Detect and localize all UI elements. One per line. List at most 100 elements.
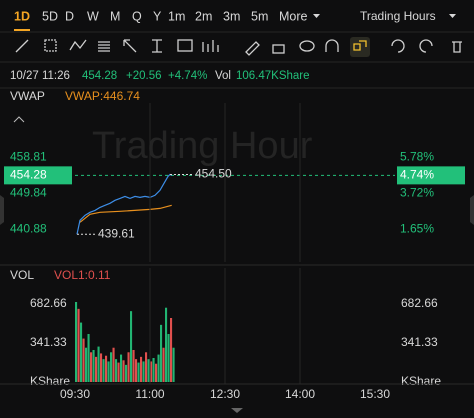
price-chart: 458.81 449.84 440.88 5.78% 3.72% 1.65% 454.28 4… bbox=[4, 149, 465, 240]
volume-bar bbox=[85, 347, 88, 382]
timeframe-tab[interactable]: 1m bbox=[168, 9, 185, 23]
bottom-handle[interactable] bbox=[231, 408, 243, 413]
timeframe-tab[interactable]: More bbox=[279, 9, 308, 23]
label-tool[interactable] bbox=[177, 39, 193, 52]
volume-bar bbox=[102, 359, 105, 382]
volume-bar bbox=[145, 352, 148, 382]
quote-change: +20.56 bbox=[126, 70, 162, 82]
y2-tick-label: 682.66 bbox=[401, 296, 438, 310]
delete[interactable] bbox=[452, 41, 462, 53]
y-tick-label: KShare bbox=[30, 374, 70, 388]
rect-tool[interactable] bbox=[44, 39, 57, 52]
volume-bar bbox=[80, 322, 83, 382]
volume-bar bbox=[157, 354, 160, 382]
volume-bar bbox=[137, 362, 140, 382]
volume-bar bbox=[147, 359, 150, 382]
volume-bar bbox=[110, 352, 113, 382]
volume-bar bbox=[82, 338, 85, 382]
volume-bar bbox=[140, 356, 143, 382]
volume-bar bbox=[135, 359, 138, 382]
volume-bar bbox=[155, 363, 158, 382]
right-handle[interactable] bbox=[470, 195, 474, 225]
x-tick-label: 11:00 bbox=[135, 387, 164, 401]
timeframe-tab[interactable]: Q bbox=[132, 9, 142, 23]
line-tool[interactable] bbox=[15, 39, 29, 53]
volume-bar bbox=[112, 347, 115, 382]
timeframe-tab[interactable]: Y bbox=[153, 9, 162, 23]
price-line bbox=[76, 173, 172, 235]
volume-bar bbox=[162, 347, 165, 382]
y2-tick-label: 341.33 bbox=[401, 335, 438, 349]
session-selector[interactable]: Trading Hours bbox=[360, 9, 436, 23]
quote-datetime: 10/27 11:26 bbox=[10, 70, 70, 82]
measure-tool[interactable] bbox=[202, 40, 219, 52]
ray-tool[interactable] bbox=[123, 39, 137, 53]
high-label: 454.50 bbox=[195, 167, 232, 181]
timeframe-tab[interactable]: 2m bbox=[195, 9, 212, 23]
y-tick-label: 341.33 bbox=[30, 335, 67, 349]
visibility-tool[interactable] bbox=[299, 40, 315, 52]
volume-label: VOL bbox=[10, 268, 34, 282]
indicator-name: VWAP bbox=[10, 89, 45, 103]
volume-bar bbox=[150, 361, 153, 382]
volume-bar bbox=[117, 362, 120, 382]
y2-tick-label: 1.65% bbox=[400, 221, 434, 235]
left-handle[interactable] bbox=[0, 195, 4, 225]
redo[interactable] bbox=[419, 39, 433, 53]
volume-bar bbox=[125, 364, 128, 382]
y2-tick-label: 5.78% bbox=[400, 149, 434, 163]
lock-tool[interactable] bbox=[272, 44, 285, 54]
text-tool[interactable] bbox=[152, 39, 162, 53]
quote-price: 454.28 bbox=[82, 70, 117, 82]
volume-bar bbox=[107, 361, 110, 382]
timeframe-tab[interactable]: M bbox=[110, 9, 120, 23]
timeframe-tab[interactable]: D bbox=[65, 9, 74, 23]
y-tick-label: 449.84 bbox=[10, 185, 47, 199]
timeframe-tab[interactable]: 3m bbox=[223, 9, 240, 23]
volume-bar bbox=[105, 355, 108, 382]
vwap-line bbox=[79, 204, 172, 223]
y2-tick-label: KShare bbox=[401, 374, 441, 388]
volume-bar bbox=[130, 311, 133, 382]
volume-bar bbox=[120, 354, 123, 382]
pen-tool[interactable] bbox=[245, 41, 260, 56]
timeframe-tab[interactable]: 1D bbox=[14, 9, 30, 23]
volume-bar bbox=[122, 360, 125, 382]
link-tool[interactable] bbox=[353, 40, 367, 51]
collapse-icon[interactable] bbox=[13, 116, 25, 123]
volume-bar bbox=[97, 346, 100, 382]
volume-bar bbox=[165, 307, 168, 382]
magnet-tool[interactable] bbox=[325, 39, 339, 52]
last-price-box bbox=[4, 166, 72, 185]
timeframe-tab[interactable]: 5D bbox=[42, 9, 58, 23]
drawing-tools bbox=[15, 37, 462, 57]
indicator-value: VWAP:446.74 bbox=[65, 89, 140, 103]
x-tick-label: 12:30 bbox=[210, 387, 240, 401]
x-tick-label: 14:00 bbox=[285, 387, 315, 401]
volume-bar bbox=[127, 352, 130, 382]
y-tick-label: 458.81 bbox=[10, 149, 47, 163]
timeframe-tab[interactable]: W bbox=[87, 9, 99, 23]
y-tick-label: 682.66 bbox=[30, 296, 67, 310]
x-tick-label: 15:30 bbox=[360, 387, 390, 401]
quote-change-pct: +4.74% bbox=[168, 70, 207, 82]
volume-bar bbox=[77, 308, 80, 382]
volume-bar bbox=[90, 352, 93, 382]
undo[interactable] bbox=[391, 39, 405, 53]
volume-indicator: VOL1:0.11 bbox=[54, 268, 111, 282]
dropdown-arrow bbox=[313, 14, 320, 18]
last-pct-box bbox=[397, 166, 465, 185]
path-tool[interactable] bbox=[69, 39, 87, 51]
volume-bar bbox=[87, 334, 90, 382]
timeframe-tab[interactable]: 5m bbox=[251, 9, 268, 23]
quote-volume-label: Vol bbox=[215, 70, 231, 82]
volume-bar bbox=[160, 324, 163, 382]
fib-tool[interactable] bbox=[98, 41, 110, 52]
dropdown-arrow bbox=[449, 14, 456, 18]
volume-bar bbox=[142, 361, 145, 382]
low-label: 439.61 bbox=[98, 226, 135, 240]
last-pct-label: 4.74% bbox=[400, 168, 434, 182]
volume-bar bbox=[170, 318, 173, 382]
